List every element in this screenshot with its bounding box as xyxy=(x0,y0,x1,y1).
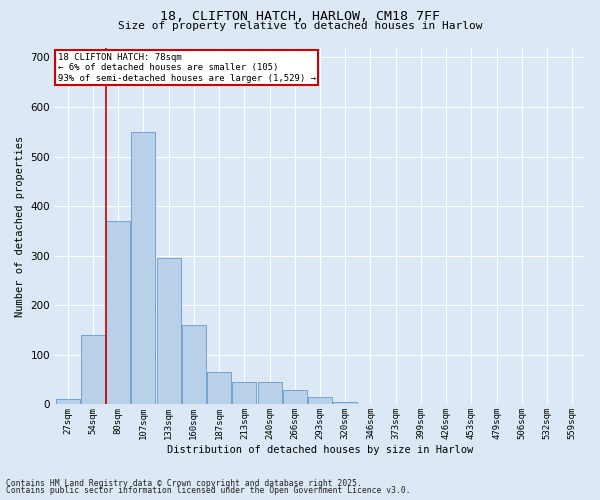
Bar xyxy=(106,221,130,404)
Bar xyxy=(157,258,181,404)
Bar xyxy=(232,382,256,404)
Bar xyxy=(182,325,206,404)
X-axis label: Distribution of detached houses by size in Harlow: Distribution of detached houses by size … xyxy=(167,445,473,455)
Text: Contains HM Land Registry data © Crown copyright and database right 2025.: Contains HM Land Registry data © Crown c… xyxy=(6,478,362,488)
Bar xyxy=(81,335,105,404)
Bar xyxy=(257,382,281,404)
Text: Size of property relative to detached houses in Harlow: Size of property relative to detached ho… xyxy=(118,21,482,31)
Text: 18, CLIFTON HATCH, HARLOW, CM18 7FF: 18, CLIFTON HATCH, HARLOW, CM18 7FF xyxy=(160,10,440,23)
Bar xyxy=(333,402,357,404)
Bar xyxy=(308,397,332,404)
Text: Contains public sector information licensed under the Open Government Licence v3: Contains public sector information licen… xyxy=(6,486,410,495)
Text: 18 CLIFTON HATCH: 78sqm
← 6% of detached houses are smaller (105)
93% of semi-de: 18 CLIFTON HATCH: 78sqm ← 6% of detached… xyxy=(58,53,316,82)
Bar xyxy=(283,390,307,404)
Y-axis label: Number of detached properties: Number of detached properties xyxy=(15,136,25,316)
Bar xyxy=(56,400,80,404)
Bar xyxy=(131,132,155,404)
Bar xyxy=(207,372,231,404)
